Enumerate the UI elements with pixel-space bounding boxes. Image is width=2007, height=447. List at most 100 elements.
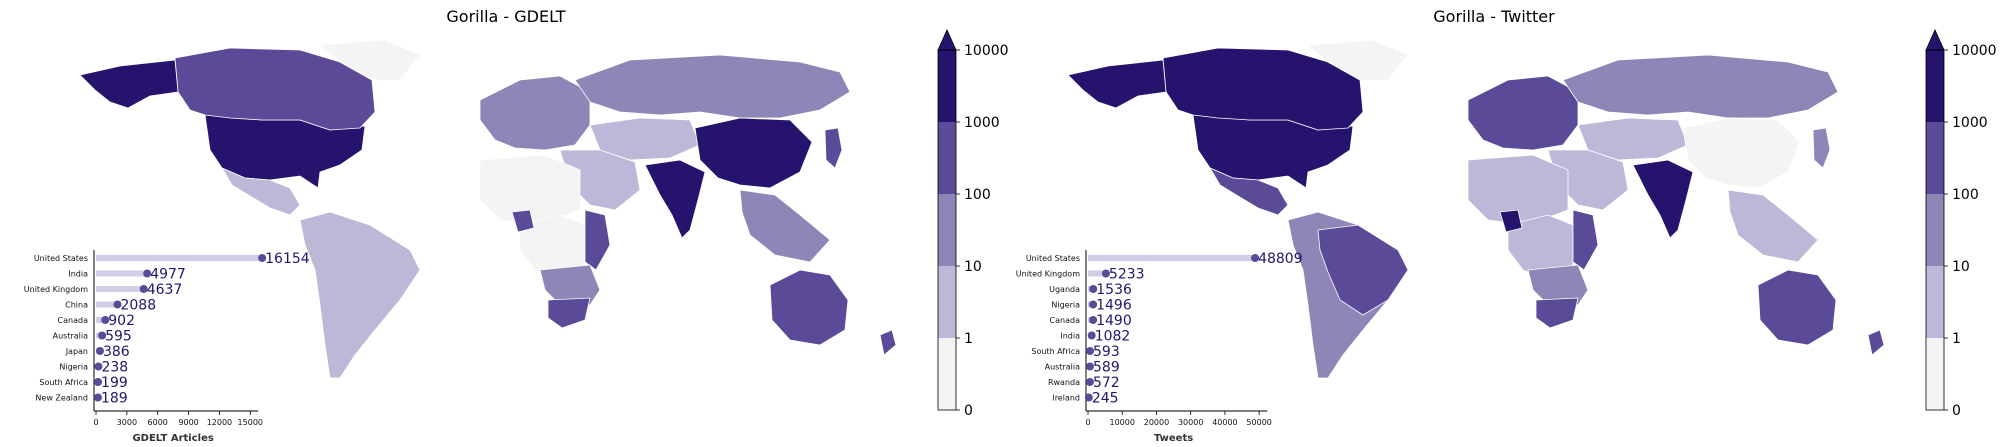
- left-map-region-india: [644, 159, 706, 239]
- left-colorbar-tick-label-3: 100: [964, 187, 991, 203]
- right-colorbar-tick-label-1: 1: [1952, 331, 1961, 347]
- right-inset-dot-8: [1085, 378, 1094, 386]
- left-inset-x-axis-label: GDELT Articles: [132, 433, 213, 444]
- right-inset-category-label-7: Australia: [1045, 363, 1080, 372]
- right-colorbar-tick-label-4: 1000: [1952, 115, 1988, 131]
- left-top-countries-inset: United States 16154 India 4977 United Kingdo…: [24, 250, 310, 444]
- right-inset-category-label-8: Rwanda: [1048, 378, 1080, 387]
- right-colorbar-segment-3: [1926, 122, 1944, 194]
- left-inset-value-label-3: 2088: [120, 298, 156, 314]
- left-inset-dot-9: [93, 393, 102, 402]
- left-inset-value-label-7: 238: [101, 360, 128, 376]
- right-map-region-nigeria: [1499, 209, 1523, 233]
- right-inset-x-tick-label-0: 0: [1085, 418, 1090, 427]
- left-inset-x-tick-label-1: 3000: [117, 418, 137, 427]
- left-map-region-south-africa: [547, 297, 591, 329]
- left-inset-category-label-5: Australia: [53, 332, 88, 341]
- left-inset-category-label-0: United States: [34, 254, 88, 263]
- left-inset-x-tick-label-4: 12000: [207, 418, 232, 427]
- left-map-region-japan: [824, 127, 843, 169]
- left-map-region-mexico: [221, 167, 301, 216]
- left-colorbar-frame: [937, 49, 957, 411]
- right-top-countries-inset: United States 48809 United Kingdom 5233 Ugan…: [1016, 250, 1303, 444]
- right-inset-x-tick-label-5: 50000: [1246, 418, 1271, 427]
- left-inset-x-tick-label-3: 9000: [178, 418, 198, 427]
- right-inset-category-label-9: Ireland: [1052, 394, 1080, 403]
- left-inset-category-label-3: China: [65, 301, 88, 310]
- right-inset-value-label-3: 1496: [1096, 298, 1132, 314]
- right-inset-category-label-4: Canada: [1050, 316, 1081, 325]
- left-inset-dot-6: [95, 347, 104, 355]
- right-map-region-southern-africa: [1527, 264, 1589, 306]
- left-inset-dot-5: [98, 331, 107, 340]
- left-world-map: [79, 39, 897, 379]
- right-inset-value-label-6: 593: [1093, 344, 1120, 360]
- right-inset-dot-3: [1089, 300, 1098, 309]
- right-map-region-canada: [1162, 47, 1364, 131]
- right-inset-category-label-5: India: [1060, 332, 1080, 341]
- right-map-region-india: [1632, 159, 1694, 239]
- right-inset-category-label-2: Uganda: [1049, 285, 1080, 294]
- right-colorbar: 0 1 10 100 1000 10000: [1925, 29, 1997, 419]
- left-map-region-nigeria: [511, 209, 535, 233]
- left-map-region-southeast-asia: [739, 189, 831, 263]
- right-map-region-southeast-asia: [1727, 189, 1819, 263]
- left-inset-category-label-6: Japan: [65, 347, 88, 356]
- left-colorbar-tick-label-4: 1000: [964, 115, 1000, 131]
- right-inset-x-tick-label-1: 10000: [1110, 418, 1135, 427]
- right-map-region-europe: [1467, 75, 1579, 151]
- right-colorbar-segment-1: [1926, 266, 1944, 338]
- left-colorbar-segment-4: [938, 50, 956, 122]
- left-inset-x-tick-label-0: 0: [93, 418, 98, 427]
- right-colorbar-extend-arrow: [1925, 29, 1945, 51]
- right-inset-value-label-4: 1490: [1096, 313, 1132, 329]
- right-inset-dot-9: [1084, 393, 1093, 402]
- left-map-title: Gorilla - GDELT: [446, 7, 565, 26]
- right-inset-x-tick-label-3: 30000: [1178, 418, 1203, 427]
- left-inset-value-label-1: 4977: [150, 267, 186, 283]
- left-colorbar-segment-1: [938, 266, 956, 338]
- right-map-region-new-zealand: [1867, 329, 1885, 356]
- right-map-region-greenland: [1307, 39, 1409, 81]
- left-inset-dot-0: [258, 254, 267, 262]
- right-inset-dot-7: [1086, 362, 1095, 371]
- left-inset-dot-2: [139, 285, 148, 293]
- right-inset-x-axis-label: Tweets: [1154, 433, 1193, 444]
- right-map-region-east-africa: [1572, 209, 1599, 271]
- right-colorbar-segment-4: [1926, 50, 1944, 122]
- left-inset-x-tick-label-2: 6000: [148, 418, 168, 427]
- right-inset-value-label-9: 245: [1092, 391, 1119, 407]
- left-colorbar-tick-label-5: 10000: [964, 43, 1009, 59]
- right-colorbar-tick-label-0: 0: [1952, 403, 1961, 419]
- right-inset-category-label-0: United States: [1026, 254, 1080, 263]
- left-inset-dot-1: [143, 269, 152, 278]
- left-map-region-alaska: [79, 59, 179, 109]
- left-inset-dot-7: [94, 362, 103, 371]
- right-colorbar-frame: [1925, 49, 1945, 411]
- left-colorbar: 0 1 10 100 1000 10000: [937, 29, 1009, 419]
- right-inset-category-label-3: Nigeria: [1051, 301, 1080, 310]
- left-inset-dot-8: [94, 378, 103, 386]
- left-inset-value-label-9: 189: [101, 391, 128, 407]
- right-inset-value-label-1: 5233: [1109, 267, 1145, 283]
- left-inset-x-tick-label-5: 15000: [238, 418, 263, 427]
- right-map-region-china: [1682, 117, 1801, 189]
- left-colorbar-tick-label-2: 10: [964, 259, 982, 275]
- left-colorbar-tick-label-1: 1: [964, 331, 973, 347]
- right-inset-value-label-7: 589: [1093, 360, 1120, 376]
- left-inset-dot-3: [113, 300, 122, 309]
- right-colorbar-tick-label-3: 100: [1952, 187, 1979, 203]
- left-map-region-east-africa: [584, 209, 611, 271]
- left-colorbar-segment-3: [938, 122, 956, 194]
- right-inset-dot-4: [1089, 316, 1098, 324]
- left-map-region-russia: [574, 54, 851, 119]
- right-inset-value-label-2: 1536: [1096, 282, 1132, 298]
- left-map-region-greenland: [319, 39, 421, 81]
- right-map-region-mexico: [1209, 167, 1289, 216]
- left-map-region-europe: [479, 75, 591, 151]
- right-inset-dot-5: [1087, 331, 1096, 340]
- right-world-map: [1067, 39, 1885, 379]
- right-map-region-brazil: [1317, 224, 1409, 316]
- left-inset-category-label-1: India: [68, 270, 88, 279]
